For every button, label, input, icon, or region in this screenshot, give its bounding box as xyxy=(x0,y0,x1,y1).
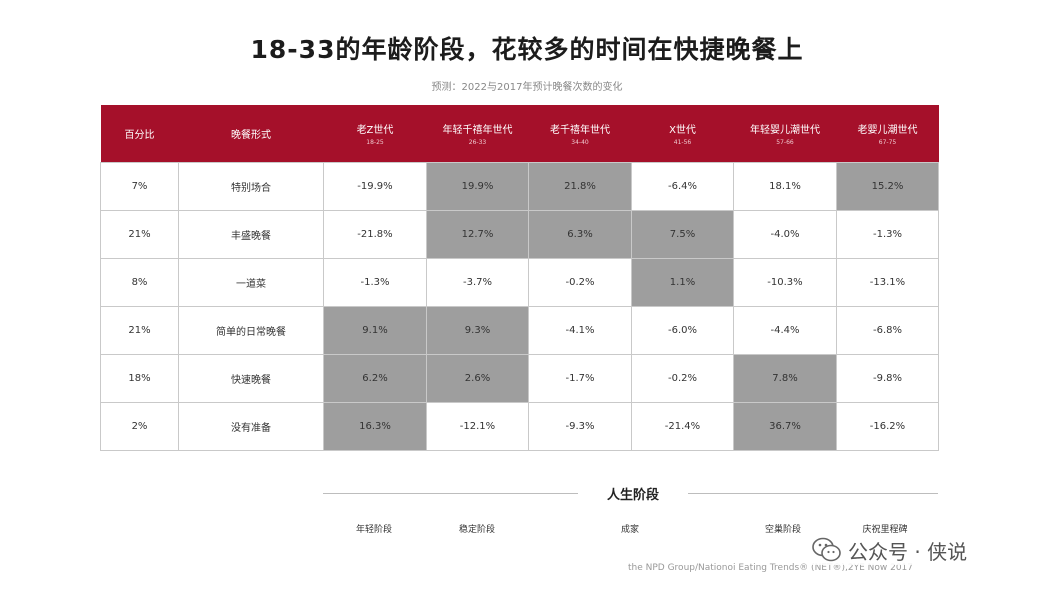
column-header: X世代 41-56 xyxy=(631,105,734,163)
value-cell: -9.3% xyxy=(528,402,632,451)
life-stage-label: 稳定阶段 xyxy=(458,525,495,535)
value-cell: -12.1% xyxy=(426,402,529,451)
page-subtitle: 预测：2022与2017年预计晚餐次数的变化 xyxy=(431,82,623,93)
percent-cell: 21% xyxy=(100,210,179,259)
value-cell: -0.2% xyxy=(528,258,632,307)
life-stage-label: 空巢阶段 xyxy=(764,525,801,535)
value-cell: -16.2% xyxy=(836,402,939,451)
life-stage-label: 庆祝里程碑 xyxy=(862,525,908,535)
column-header-ages: 26-33 xyxy=(468,139,487,146)
value-cell: 7.8% xyxy=(733,354,837,403)
column-header: 老Z世代 18-25 xyxy=(323,105,427,163)
value-cell: -1.7% xyxy=(528,354,632,403)
value-cell: -13.1% xyxy=(836,258,939,307)
value-cell: 1.1% xyxy=(631,258,734,307)
table-row: 8% 一道菜 -1.3% -3.7% -0.2% 1.1% -10.3% -13.1% xyxy=(100,258,939,307)
column-header-label: 年轻千禧年世代 xyxy=(442,125,513,136)
dinner-type-cell: 没有准备 xyxy=(178,402,324,451)
column-header: 老婴儿潮世代 67-75 xyxy=(836,105,939,163)
value-cell: 6.2% xyxy=(323,354,427,403)
value-cell: 16.3% xyxy=(323,402,427,451)
value-cell: -19.9% xyxy=(323,162,427,211)
value-cell: -9.8% xyxy=(836,354,939,403)
dinner-type-cell: 特别场合 xyxy=(178,162,324,211)
value-cell: 9.3% xyxy=(426,306,529,355)
column-header-label: X世代 xyxy=(669,125,696,136)
value-cell: 19.9% xyxy=(426,162,529,211)
table-row: 7% 特别场合 -19.9% 19.9% 21.8% -6.4% 18.1% 15.2% xyxy=(100,162,939,211)
dinner-type-cell: 一道菜 xyxy=(178,258,324,307)
column-header-ages: 34-40 xyxy=(571,139,589,146)
value-cell: 18.1% xyxy=(733,162,837,211)
value-cell: 15.2% xyxy=(836,162,939,211)
percent-cell: 18% xyxy=(100,354,179,403)
value-cell: 12.7% xyxy=(426,210,529,259)
value-cell: 21.8% xyxy=(528,162,632,211)
value-cell: -4.4% xyxy=(733,306,837,355)
life-stage-label: 成家 xyxy=(620,525,639,535)
table-row: 21% 丰盛晚餐 -21.8% 12.7% 6.3% 7.5% -4.0% -1.3% xyxy=(100,210,939,259)
column-header: 晚餐形式 xyxy=(178,105,324,163)
column-header-label: 老千禧年世代 xyxy=(550,125,610,136)
dinner-type-cell: 丰盛晚餐 xyxy=(178,210,324,259)
table-row: 18% 快速晚餐 6.2% 2.6% -1.7% -0.2% 7.8% -9.8% xyxy=(100,354,939,403)
source-note: the NPD Group/Nationoi Eating Trends® (N… xyxy=(628,563,913,573)
value-cell: 36.7% xyxy=(733,402,837,451)
column-header-label: 晚餐形式 xyxy=(231,130,271,141)
column-header-ages: 18-25 xyxy=(366,139,384,146)
column-header-ages: 67-75 xyxy=(878,139,897,146)
table-header-row: 百分比 晚餐形式 老Z世代 18-25 年轻千禧年世代 26-33 老千禧年世代 34-40 X… xyxy=(100,105,939,163)
value-cell: -3.7% xyxy=(426,258,529,307)
percent-cell: 8% xyxy=(100,258,179,307)
watermark-text: 公众号 · 侠说 xyxy=(848,539,968,564)
value-cell: -1.3% xyxy=(836,210,939,259)
dinner-type-cell: 简单的日常晚餐 xyxy=(178,306,324,355)
wechat-icon xyxy=(812,537,841,562)
column-header-label: 百分比 xyxy=(124,130,155,141)
value-cell: -10.3% xyxy=(733,258,837,307)
value-cell: 2.6% xyxy=(426,354,529,403)
column-header: 年轻千禧年世代 26-33 xyxy=(426,105,529,163)
table-row: 21% 简单的日常晚餐 9.1% 9.3% -4.1% -6.0% -4.4% -6.8% xyxy=(100,306,939,355)
dinner-type-cell: 快速晚餐 xyxy=(178,354,324,403)
value-cell: 9.1% xyxy=(323,306,427,355)
life-stage-label: 年轻阶段 xyxy=(355,525,392,535)
life-stage-line-left xyxy=(323,493,578,494)
value-cell: -1.3% xyxy=(323,258,427,307)
column-header: 老千禧年世代 34-40 xyxy=(528,105,632,163)
value-cell: -21.4% xyxy=(631,402,734,451)
life-stage-title: 人生阶段 xyxy=(606,488,659,503)
value-cell: -6.4% xyxy=(631,162,734,211)
value-cell: -4.0% xyxy=(733,210,837,259)
value-cell: -4.1% xyxy=(528,306,632,355)
value-cell: 6.3% xyxy=(528,210,632,259)
table-body: 7% 特别场合 -19.9% 19.9% 21.8% -6.4% 18.1% 15.2% 21%… xyxy=(100,162,939,451)
column-header-label: 老Z世代 xyxy=(356,125,394,136)
column-header-ages: 57-66 xyxy=(776,139,794,146)
column-header: 年轻婴儿潮世代 57-66 xyxy=(733,105,837,163)
percent-cell: 21% xyxy=(100,306,179,355)
value-cell: -6.0% xyxy=(631,306,734,355)
value-cell: 7.5% xyxy=(631,210,734,259)
column-header-label: 年轻婴儿潮世代 xyxy=(750,125,820,136)
percent-cell: 2% xyxy=(100,402,179,451)
percent-cell: 7% xyxy=(100,162,179,211)
column-header-label: 老婴儿潮世代 xyxy=(857,125,918,136)
column-header-ages: 41-56 xyxy=(673,139,692,146)
value-cell: -21.8% xyxy=(323,210,427,259)
table-row: 2% 没有准备 16.3% -12.1% -9.3% -21.4% 36.7% -16.2% xyxy=(100,402,939,451)
value-cell: -6.8% xyxy=(836,306,939,355)
page-title: 18-33的年龄阶段，花较多的时间在快捷晚餐上 xyxy=(250,35,804,64)
wechat-watermark: 公众号 · 侠说 xyxy=(812,535,968,565)
column-header: 百分比 xyxy=(100,105,179,163)
dinner-change-table: 百分比 晚餐形式 老Z世代 18-25 年轻千禧年世代 26-33 老千禧年世代 34-40 X… xyxy=(100,105,939,451)
value-cell: -0.2% xyxy=(631,354,734,403)
life-stage-line-right xyxy=(688,493,938,494)
